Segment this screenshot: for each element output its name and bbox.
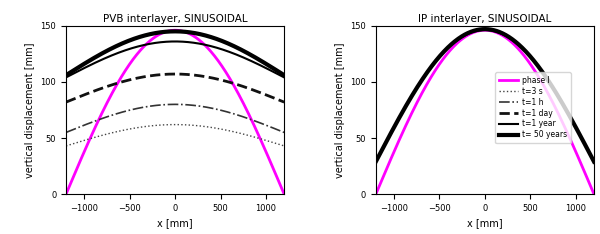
Y-axis label: vertical displacement [mm]: vertical displacement [mm] <box>25 42 35 178</box>
Title: IP interlayer, SINUSOIDAL: IP interlayer, SINUSOIDAL <box>418 14 551 24</box>
Title: PVB interlayer, SINUSOIDAL: PVB interlayer, SINUSOIDAL <box>103 14 247 24</box>
Legend: phase I, t=3 s, t=1 h, t=1 day, t=1 year, t= 50 years: phase I, t=3 s, t=1 h, t=1 day, t=1 year… <box>495 72 571 143</box>
X-axis label: x [mm]: x [mm] <box>157 219 193 228</box>
X-axis label: x [mm]: x [mm] <box>467 219 503 228</box>
Y-axis label: vertical displacement [mm]: vertical displacement [mm] <box>335 42 345 178</box>
